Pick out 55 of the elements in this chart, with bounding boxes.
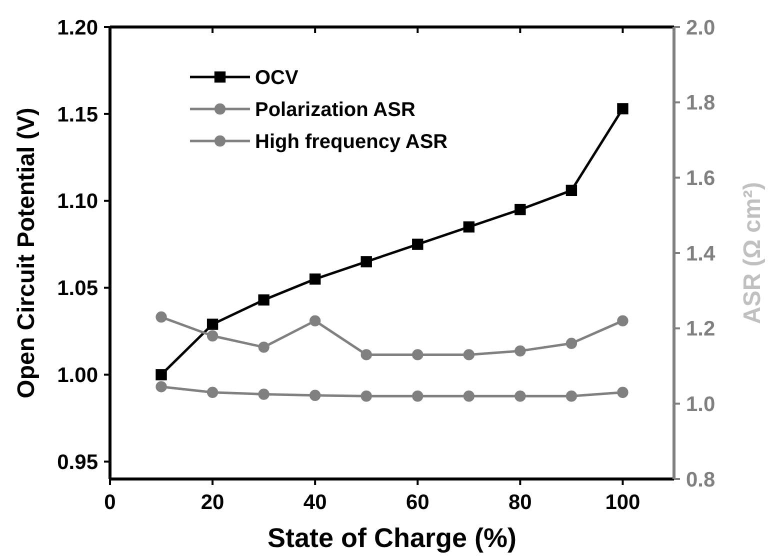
y2-tick-label: 1.6	[686, 167, 716, 190]
point	[412, 238, 424, 250]
point	[412, 349, 424, 360]
x-axis-title: State of Charge (%)	[267, 523, 517, 553]
y-tick-label: 1.20	[57, 16, 98, 40]
point	[309, 273, 321, 285]
y-tick-label: 1.05	[57, 277, 98, 300]
point	[514, 204, 526, 216]
x-tick-label: 0	[104, 491, 116, 514]
y-tick-label: 1.10	[57, 190, 98, 214]
point	[309, 315, 321, 326]
y2-tick-label: 1.8	[686, 92, 716, 115]
y-tick-label: 0.95	[57, 450, 98, 474]
y2-axis-title: ASR (Ω cm²)	[739, 182, 766, 324]
point	[258, 294, 270, 306]
point	[514, 390, 526, 402]
point	[617, 315, 628, 326]
point	[156, 369, 167, 380]
legend-label: OCV	[255, 67, 299, 89]
point	[206, 386, 218, 398]
point	[617, 103, 628, 114]
point	[206, 330, 218, 342]
x-tick-label: 40	[303, 491, 327, 514]
x-tick-label: 60	[406, 491, 430, 514]
point	[566, 184, 578, 196]
y2-tick-label: 1.0	[686, 393, 716, 416]
point	[566, 338, 578, 349]
legend-label: Polarization ASR	[255, 99, 416, 121]
legend-label: High frequency ASR	[255, 131, 448, 153]
point	[360, 256, 372, 268]
point	[258, 342, 270, 353]
point	[360, 349, 372, 360]
y-tick-label: 1.00	[57, 364, 98, 388]
point	[463, 221, 475, 233]
x-tick-label: 100	[605, 491, 640, 514]
point	[514, 345, 526, 357]
point	[156, 311, 167, 323]
x-tick-label: 80	[508, 491, 532, 514]
point	[617, 386, 628, 398]
y2-tick-label: 0.8	[686, 468, 716, 492]
point	[412, 390, 424, 402]
point	[206, 318, 218, 330]
point	[463, 349, 475, 360]
point	[566, 390, 578, 402]
point	[258, 388, 270, 400]
y2-tick-label: 2.0	[686, 16, 716, 40]
point	[463, 390, 475, 402]
y2-tick-label: 1.2	[686, 318, 716, 341]
x-tick-label: 20	[200, 491, 224, 514]
point	[156, 381, 167, 392]
point	[309, 390, 321, 401]
y-tick-label: 1.15	[57, 103, 98, 126]
y2-tick-label: 1.4	[686, 242, 716, 266]
y-axis-title: Open Circuit Potential (V)	[13, 108, 40, 398]
point	[360, 390, 372, 402]
